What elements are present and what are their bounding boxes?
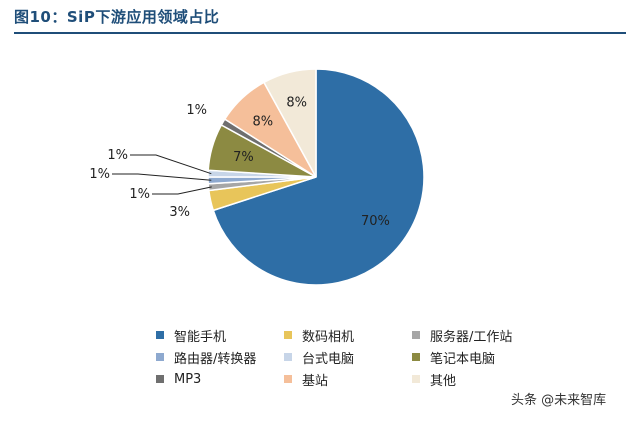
legend-item-other: 其他 xyxy=(412,370,562,389)
legend-swatch xyxy=(412,353,420,361)
legend-label: 台式电脑 xyxy=(302,351,355,367)
legend-item-laptop: 笔记本电脑 xyxy=(412,348,562,367)
slice-label: 8% xyxy=(252,114,273,129)
slice-label: 7% xyxy=(233,150,254,165)
legend-label: 数码相机 xyxy=(302,329,355,345)
legend-label: 基站 xyxy=(302,373,329,389)
legend-label: 笔记本电脑 xyxy=(430,351,496,367)
legend-swatch xyxy=(412,375,420,383)
leader-line xyxy=(112,173,212,181)
legend-label: 智能手机 xyxy=(174,329,227,345)
legend-label: 服务器/工作站 xyxy=(430,329,513,345)
legend-item-mp3: MP3 xyxy=(156,372,284,387)
pie-slice xyxy=(212,68,425,286)
pie-chart: 70% 3% 1% 1% 1% 7% 1% 8% 8% xyxy=(89,68,425,286)
legend: 智能手机 数码相机 服务器/工作站 路由器/转换器 台式电脑 笔记本电脑 MP3… xyxy=(156,324,576,390)
title-bar: 图10：SiP下游应用领域占比 xyxy=(14,6,626,34)
pie-slice xyxy=(262,68,317,178)
slice-label: 3% xyxy=(169,205,190,220)
legend-label: MP3 xyxy=(174,371,202,387)
watermark: 头条 @未来智库 xyxy=(511,393,607,408)
legend-item-server: 服务器/工作站 xyxy=(412,326,562,345)
legend-row: 路由器/转换器 台式电脑 笔记本电脑 xyxy=(156,346,576,368)
legend-row: MP3 基站 其他 xyxy=(156,368,576,390)
legend-label: 路由器/转换器 xyxy=(174,351,257,367)
slice-label: 1% xyxy=(89,167,110,182)
legend-swatch xyxy=(284,375,292,383)
legend-swatch xyxy=(284,353,292,361)
legend-swatch xyxy=(156,353,164,361)
leader-line xyxy=(130,154,212,175)
legend-swatch xyxy=(156,375,164,383)
slice-label: 70% xyxy=(361,214,390,229)
legend-item-desktop: 台式电脑 xyxy=(284,348,412,367)
slice-label: 1% xyxy=(186,103,207,118)
legend-swatch xyxy=(284,331,292,339)
legend-row: 智能手机 数码相机 服务器/工作站 xyxy=(156,324,576,346)
legend-item-smartphone: 智能手机 xyxy=(156,326,284,345)
legend-label: 其他 xyxy=(430,373,457,389)
legend-item-basestation: 基站 xyxy=(284,370,412,389)
slice-label: 8% xyxy=(286,96,307,111)
slice-label: 1% xyxy=(129,187,150,202)
legend-swatch xyxy=(156,331,164,339)
chart-title: 图10：SiP下游应用领域占比 xyxy=(14,8,220,26)
leader-line xyxy=(152,186,212,195)
legend-item-camera: 数码相机 xyxy=(284,326,412,345)
legend-swatch xyxy=(412,331,420,339)
slice-label: 1% xyxy=(107,148,128,163)
legend-item-router: 路由器/转换器 xyxy=(156,348,284,367)
